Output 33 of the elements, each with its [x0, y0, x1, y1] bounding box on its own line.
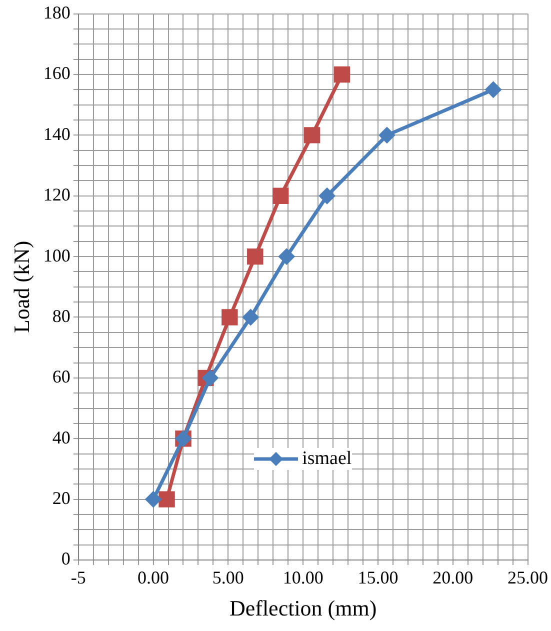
y-tick-label: 80 [52, 306, 70, 326]
point [247, 248, 264, 265]
y-tick-label: 120 [43, 184, 70, 205]
point [278, 248, 294, 264]
point [334, 66, 350, 83]
y-tick-label: 40 [52, 427, 70, 448]
point [486, 82, 502, 98]
point [319, 188, 335, 204]
point [222, 309, 238, 326]
point [272, 188, 289, 204]
point [379, 127, 395, 143]
x-tick-label: 20.00 [432, 568, 474, 588]
x-tick-label: 10.00 [282, 568, 324, 588]
x-tick-label: -5 [70, 568, 86, 588]
x-axis-title: Deflection (mm) [229, 596, 377, 621]
point [202, 370, 218, 386]
x-tick-label: 25.00 [508, 568, 548, 588]
y-tick-label: 160 [43, 63, 70, 84]
point [158, 491, 175, 508]
point [146, 492, 162, 508]
x-tick-label: 5.00 [212, 568, 244, 588]
x-tick-label: 15.00 [358, 568, 398, 588]
y-tick-label: 180 [43, 2, 70, 23]
y-tick-label: 0 [61, 548, 70, 569]
y-tick-label: 60 [52, 366, 70, 387]
y-axis-title: Load (kN) [8, 240, 34, 334]
point [242, 309, 258, 325]
legend-label: ismael [302, 448, 352, 470]
x-tick-label: 0.00 [138, 568, 170, 588]
y-tick-label: 100 [43, 245, 70, 266]
y-tick-label: 140 [43, 124, 70, 144]
y-tick-label: 20 [52, 488, 70, 508]
point [304, 127, 320, 144]
